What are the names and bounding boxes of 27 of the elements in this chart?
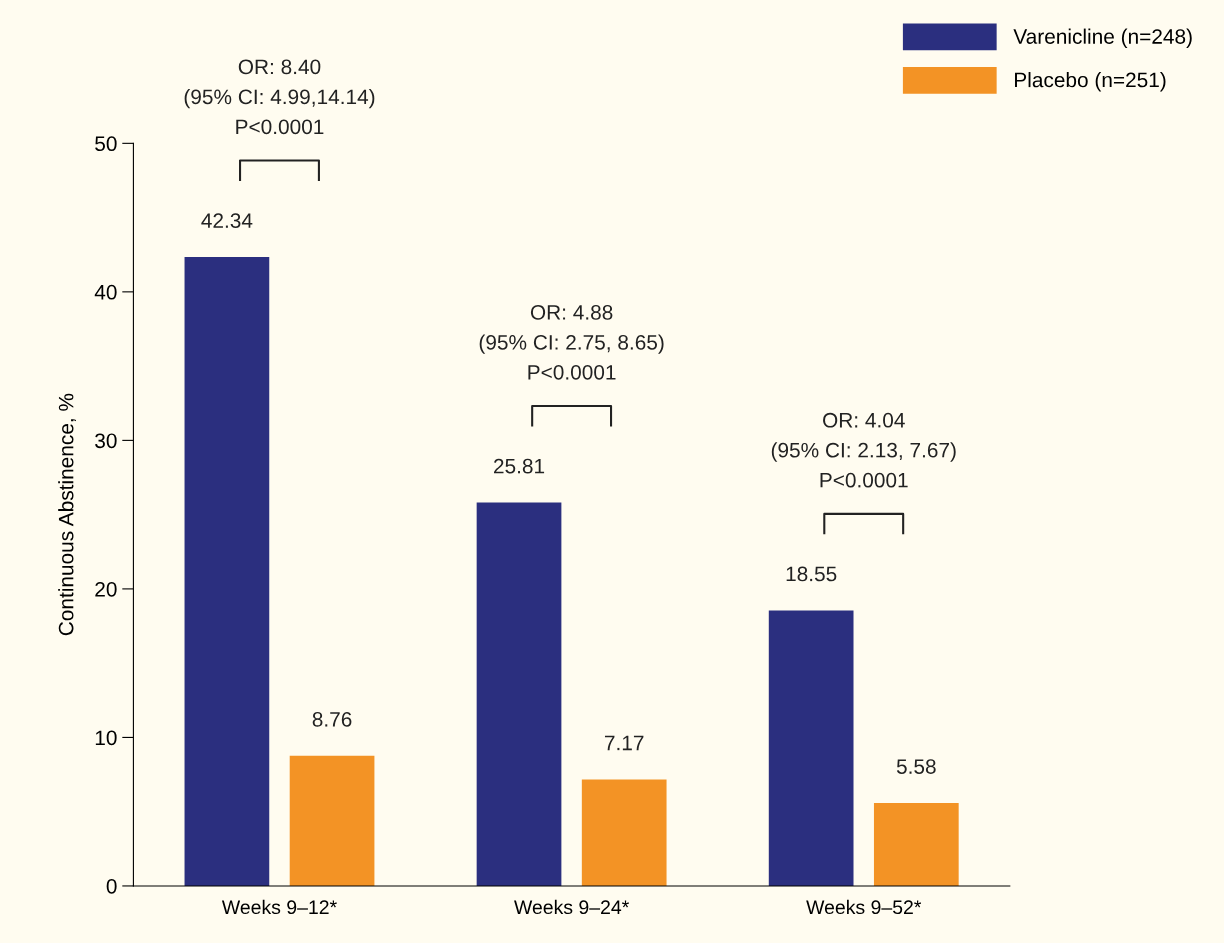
legend-label: Varenicline (n=248): [1013, 28, 1192, 48]
y-tick-label: 40: [94, 284, 117, 300]
x-tick-label: Weeks 9–24*: [514, 899, 629, 915]
data-label: 18.55: [786, 566, 837, 582]
bar: [289, 755, 375, 886]
bar: [184, 257, 270, 886]
data-label: 42.34: [201, 213, 253, 228]
data-label: 7.17: [604, 735, 644, 751]
y-axis-title: Continuous Abstinence, %: [58, 393, 76, 636]
y-tick-label: 20: [95, 581, 117, 597]
y-tick-label: 0: [106, 878, 117, 894]
y-tick-label: 10: [95, 730, 117, 746]
legend-label: Placebo (n=251): [1015, 72, 1166, 92]
bar: [476, 502, 562, 886]
x-tick-label: Weeks 9–52*: [806, 899, 922, 915]
text: OR: 8.40 (95% CI: 4.99,14.14) P<0.0001: [184, 59, 375, 135]
data-label: 5.58: [896, 759, 936, 774]
x-tick-label: Weeks 9–12*: [221, 899, 337, 915]
bar: [768, 610, 854, 886]
y-tick-label: 50: [95, 136, 117, 152]
annotation: OR: 4.88 (95% CI: 2.75, 8.65) P<0.0001: [479, 305, 664, 380]
annotation: OR: 4.04 (95% CI: 2.13, 7.67) P<0.0001: [771, 412, 956, 488]
data-label: 25.81: [494, 458, 545, 474]
data-label: 8.76: [312, 711, 352, 727]
bar: [873, 803, 959, 886]
bar: [581, 779, 667, 886]
y-tick-label: 30: [95, 433, 117, 449]
